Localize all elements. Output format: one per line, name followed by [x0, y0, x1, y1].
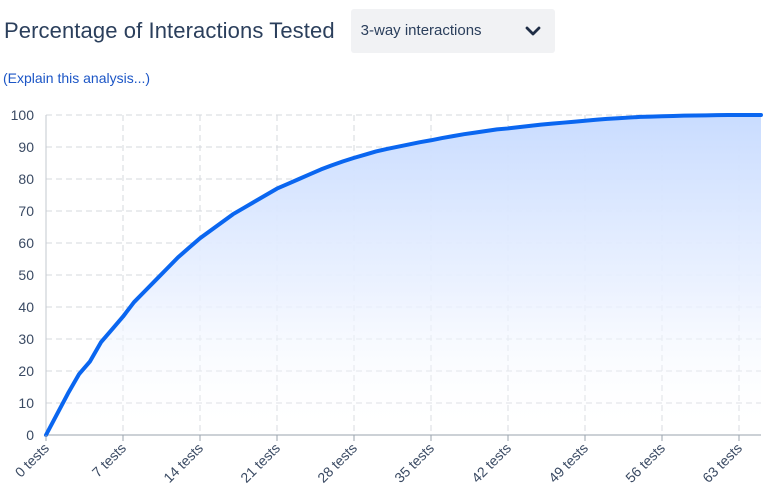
y-tick-label: 70 [18, 203, 34, 219]
x-tick-label: 56 tests [622, 440, 668, 486]
x-tick-label: 35 tests [391, 440, 437, 486]
x-tick-label: 0 tests [12, 440, 52, 480]
interaction-level-dropdown[interactable]: 3-way interactions [350, 8, 555, 53]
coverage-area-fill [46, 115, 761, 435]
y-tick-label: 90 [18, 139, 34, 155]
y-tick-label: 10 [18, 395, 34, 411]
header: Percentage of Interactions Tested 3-way … [4, 8, 555, 53]
x-tick-label: 28 tests [314, 440, 360, 486]
coverage-line [44, 113, 763, 437]
y-tick-label: 0 [26, 427, 34, 443]
x-tick-label: 42 tests [468, 440, 514, 486]
x-axis-ticks: 0 tests 7 tests 14 tests 21 tests 28 tests 35… [12, 435, 745, 486]
x-tick-label: 14 tests [160, 440, 206, 486]
x-tick-label: 7 tests [89, 440, 129, 480]
y-tick-label: 30 [18, 331, 34, 347]
y-tick-label: 50 [18, 267, 34, 283]
y-tick-label: 20 [18, 363, 34, 379]
x-tick-label: 49 tests [545, 440, 591, 486]
y-tick-label: 40 [18, 299, 34, 315]
x-tick-label: 21 tests [237, 440, 283, 486]
explain-analysis-link[interactable]: (Explain this analysis...) [3, 70, 151, 86]
x-tick-label: 63 tests [699, 440, 745, 486]
y-tick-label: 60 [18, 235, 34, 251]
y-tick-label: 100 [11, 107, 35, 123]
y-tick-label: 80 [18, 171, 34, 187]
page-title: Percentage of Interactions Tested [4, 17, 335, 43]
axes [45, 115, 761, 436]
chevron-down-icon [525, 26, 541, 35]
dropdown-selected-value: 3-way interactions [360, 22, 482, 39]
y-axis-ticks: 0 10 20 30 40 50 60 70 80 90 100 [11, 107, 35, 443]
coverage-area [46, 115, 761, 435]
coverage-series-line [44, 113, 763, 437]
